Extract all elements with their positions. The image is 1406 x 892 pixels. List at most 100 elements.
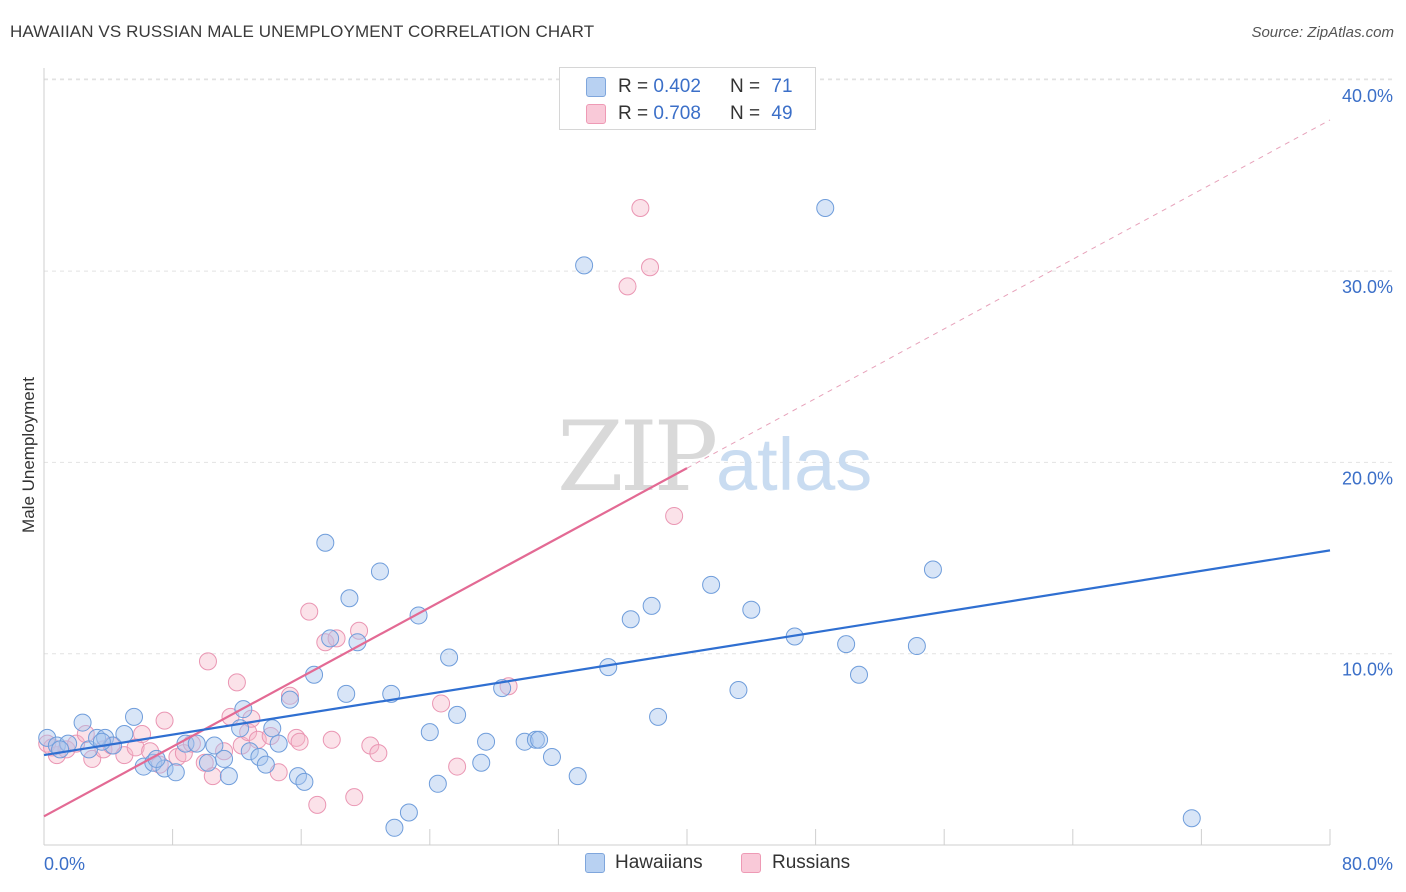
- hawaiians-point: [729, 681, 748, 700]
- tick-labels: 10.0% 20.0% 30.0% 40.0% 0.0% 80.0%: [44, 86, 1393, 874]
- russians-point: [641, 258, 660, 277]
- russians-point: [203, 767, 222, 786]
- hawaiians-point: [621, 610, 640, 629]
- y-axis-label: Male Unemployment: [19, 377, 38, 533]
- hawaiians-point: [530, 730, 549, 749]
- hawaiians-point: [923, 560, 942, 579]
- r-value: 0.708: [653, 103, 701, 124]
- legend-russians-swatch: [741, 853, 761, 873]
- hawaiians-point: [399, 803, 418, 822]
- hawaiians-point: [477, 732, 496, 751]
- russians-point: [227, 673, 246, 692]
- trend-lines: [43, 119, 1331, 818]
- r-label: R = 0.708: [618, 103, 701, 124]
- hawaiians-point: [316, 533, 335, 552]
- russians-point: [345, 788, 364, 807]
- hawaiians-point: [125, 707, 144, 726]
- hawaiians-point: [850, 665, 869, 684]
- watermark-atlas: atlas: [716, 423, 872, 506]
- r-value: 0.402: [653, 76, 701, 97]
- hawaiians-point: [742, 600, 761, 619]
- hawaiians-point: [568, 767, 587, 786]
- n-value: 71: [771, 76, 793, 97]
- hawaiians-point: [38, 728, 57, 747]
- hawaiians-point: [250, 748, 269, 767]
- x-tick-label: 0.0%: [44, 854, 85, 874]
- hawaiians-point: [73, 713, 92, 732]
- russians-point: [300, 602, 319, 621]
- hawaiians-point: [816, 198, 835, 217]
- hawaiians-point: [575, 256, 594, 275]
- hawaiians-point: [240, 742, 259, 761]
- hawaiians-point: [256, 755, 275, 774]
- russians-points: [38, 198, 684, 814]
- hawaiians-point: [215, 749, 234, 768]
- russians-trend-line: [43, 467, 688, 818]
- n-label: N = 49: [730, 103, 793, 124]
- hawaiians-point: [263, 719, 282, 738]
- watermark: ZIP atlas: [557, 401, 872, 513]
- russians-trend-extension: [686, 119, 1331, 469]
- hawaiians-point: [219, 767, 238, 786]
- russians-point: [198, 652, 217, 671]
- hawaiians-point: [649, 707, 668, 726]
- hawaiians-point: [269, 734, 288, 753]
- russians-point: [155, 711, 174, 730]
- hawaiians-points: [38, 198, 1201, 837]
- russians-point: [327, 629, 346, 648]
- russians-point: [631, 198, 650, 217]
- hawaiians-point: [907, 637, 926, 656]
- hawaiians-point: [166, 763, 185, 782]
- hawaiians-point: [515, 732, 534, 751]
- hawaiians-point: [420, 723, 439, 742]
- hawaiians-point: [702, 575, 721, 594]
- legend-hawaiians-swatch: [585, 853, 605, 873]
- y-tick-label: 30.0%: [1342, 277, 1393, 297]
- russians-point: [618, 277, 637, 296]
- r-label: R = 0.402: [618, 76, 701, 97]
- legend-russians-label: Russians: [772, 852, 851, 873]
- russians-point: [308, 795, 327, 814]
- hawaiians-point: [187, 734, 206, 753]
- hawaiians-point: [385, 818, 404, 837]
- axes: [43, 68, 1331, 846]
- hawaiians-point: [642, 596, 661, 615]
- russians-point: [350, 621, 369, 640]
- hawaiians-point: [295, 772, 314, 791]
- hawaiians-swatch: [586, 77, 606, 97]
- russians-point: [432, 694, 451, 713]
- hawaiians-point: [542, 748, 561, 767]
- x-tick-label: 80.0%: [1342, 854, 1393, 874]
- y-tick-label: 20.0%: [1342, 468, 1393, 488]
- russians-point: [76, 725, 95, 744]
- stats-legend: R = 0.402 N = 71 R = 0.708 N = 49: [559, 67, 816, 130]
- hawaiians-point: [472, 753, 491, 772]
- hawaiians-point: [428, 774, 447, 793]
- n-value: 49: [771, 103, 793, 124]
- russians-point: [448, 757, 467, 776]
- russians-point: [280, 686, 299, 705]
- hawaiians-point: [337, 684, 356, 703]
- hawaiians-point: [837, 635, 856, 654]
- y-tick-label: 40.0%: [1342, 86, 1393, 106]
- hawaiians-point: [115, 725, 134, 744]
- n-label: N = 71: [730, 76, 793, 97]
- chart-title: HAWAIIAN VS RUSSIAN MALE UNEMPLOYMENT CO…: [10, 22, 595, 41]
- hawaiians-point: [280, 690, 299, 709]
- russians-point: [369, 744, 388, 763]
- hawaiians-point: [321, 629, 340, 648]
- hawaiians-point: [205, 736, 224, 755]
- hawaiians-point: [440, 648, 459, 667]
- hawaiians-point: [305, 665, 324, 684]
- hawaiians-point: [370, 562, 389, 581]
- grid-lines: [44, 78, 1395, 655]
- y-tick-label: 10.0%: [1342, 660, 1393, 680]
- hawaiians-trend-line: [43, 549, 1331, 757]
- hawaiians-point: [198, 753, 217, 772]
- hawaiians-point: [1182, 809, 1201, 828]
- russians-point: [215, 742, 234, 761]
- russians-point: [322, 730, 341, 749]
- source-label: Source: ZipAtlas.com: [1251, 24, 1394, 41]
- russians-swatch: [586, 104, 606, 124]
